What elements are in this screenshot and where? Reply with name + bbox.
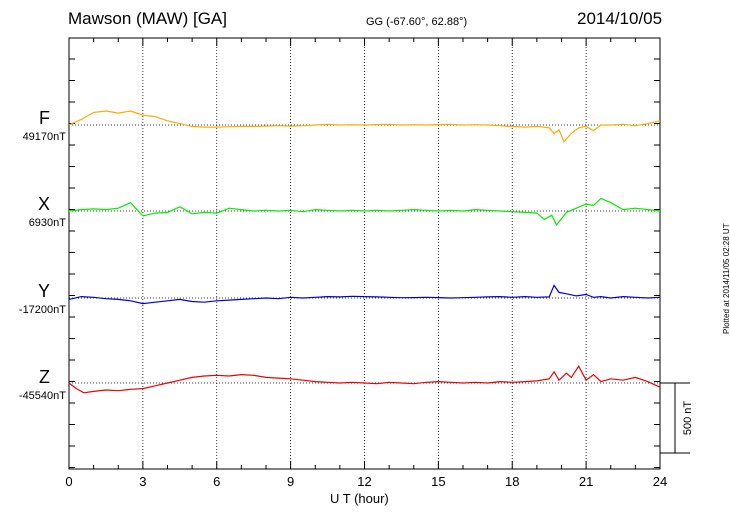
series-line-z [68,365,661,394]
series-line-f [68,110,661,143]
component-label-z: Z [39,367,50,387]
x-axis-label: U T (hour) [330,491,389,506]
scale-bar-label: 500 nT [682,401,694,436]
plotted-timestamp: Plotted at 2014/11/05 02:28 UT [722,223,730,334]
series-line-y [68,284,661,305]
x-tick-label: 18 [505,474,519,489]
x-tick-label: 12 [357,474,371,489]
x-tick-label: 6 [213,474,220,489]
station-coordinates: GG (-67.60°, 62.88°) [366,16,468,28]
x-tick-label: 24 [653,474,667,489]
component-label-f: F [39,108,50,128]
baseline-label-z: -45540nT [18,390,66,402]
x-tick-label: 21 [579,474,593,489]
x-tick-label: 15 [431,474,445,489]
component-label-y: Y [37,281,50,301]
x-tick-label: 0 [65,474,72,489]
baseline-label-y: -17200nT [18,304,66,316]
page-title: Mawson (MAW) [GA] [68,9,227,28]
plot-date: 2014/10/05 [577,9,663,28]
x-tick-label: 9 [287,474,294,489]
baseline-label-x: 6930nT [28,217,66,229]
component-label-x: X [37,194,50,214]
baseline-label-f: 49170nT [22,131,66,143]
x-tick-label: 3 [139,474,146,489]
series-line-x [68,197,661,227]
